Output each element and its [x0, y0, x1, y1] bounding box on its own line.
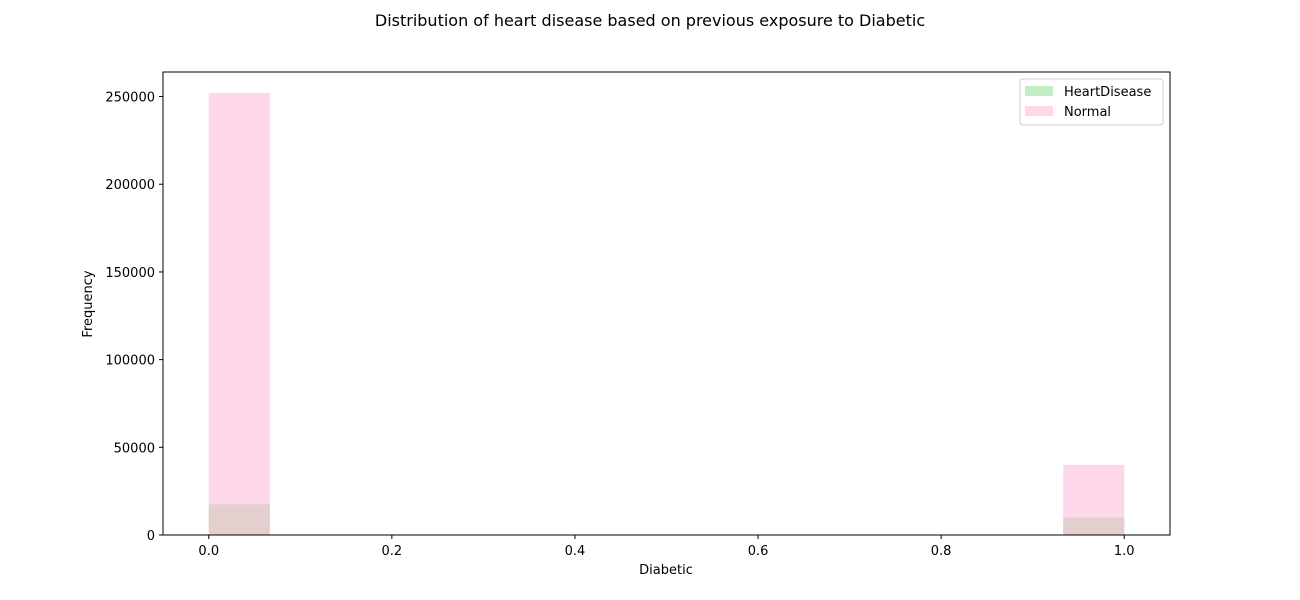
- plot-frame: [162, 71, 1171, 536]
- x-tick-label: 1.0: [1114, 544, 1135, 559]
- legend-label-heartdisease: HeartDisease: [1064, 85, 1151, 100]
- x-tick-label: 0.8: [931, 544, 952, 559]
- x-axis-label: Diabetic: [639, 563, 693, 578]
- legend-label-normal: Normal: [1064, 105, 1111, 120]
- bars-layer: [208, 93, 1125, 536]
- y-tick-label: 0: [147, 529, 155, 544]
- x-tick-label: 0.4: [565, 544, 586, 559]
- y-tick-label: 200000: [105, 178, 155, 193]
- y-tick-label: 50000: [114, 441, 155, 456]
- legend-swatch-heartdisease: [1025, 86, 1053, 96]
- x-tick-label: 0.0: [198, 544, 219, 559]
- x-tick-label: 0.2: [382, 544, 403, 559]
- x-tick-label: 0.6: [748, 544, 769, 559]
- y-tick-label: 100000: [105, 354, 155, 369]
- legend-swatch-normal: [1025, 106, 1053, 116]
- y-axis-label: Frequency: [81, 270, 96, 337]
- chart-title: Distribution of heart disease based on p…: [375, 11, 925, 30]
- bar-normal-0: [208, 93, 270, 536]
- legend-box: [1019, 78, 1164, 126]
- y-tick-label: 250000: [105, 91, 155, 106]
- y-tick-label: 150000: [105, 266, 155, 281]
- legend: HeartDisease Normal: [1019, 78, 1164, 126]
- x-axis-ticks: 0.0 0.2 0.4 0.6 0.8 1.0: [198, 535, 1135, 559]
- bar-normal-1: [1063, 464, 1125, 535]
- y-axis-ticks: 0 50000 100000 150000 200000 250000: [105, 91, 163, 544]
